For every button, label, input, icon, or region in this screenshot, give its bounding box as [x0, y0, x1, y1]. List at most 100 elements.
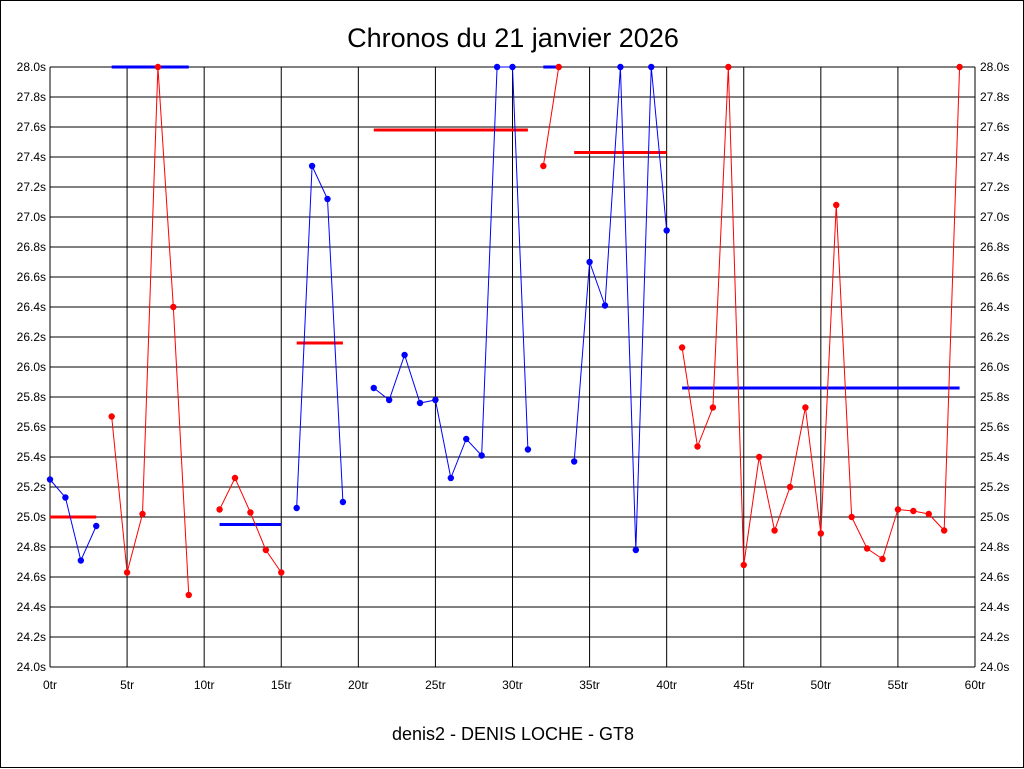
series-line-red [542, 66, 560, 167]
data-point [601, 302, 609, 309]
y-tick-label-right: 25.4s [980, 450, 1009, 464]
y-tick-label-left: 25.4s [17, 450, 46, 464]
y-tick-label-left: 25.0s [17, 510, 46, 524]
grid [49, 66, 976, 668]
data-point [848, 513, 855, 521]
data-point [185, 591, 192, 599]
data-point [308, 162, 316, 170]
data-point [493, 63, 501, 71]
x-tick-label: 35tr [579, 678, 600, 692]
data-point [632, 546, 640, 554]
data-point [509, 63, 516, 71]
data-point [555, 63, 562, 71]
y-tick-label-right: 27.2s [980, 180, 1009, 194]
y-tick-label-right: 27.4s [980, 150, 1009, 164]
y-tick-label-right: 27.0s [980, 210, 1009, 224]
x-tick-label: 10tr [194, 678, 215, 692]
y-tick-label-right: 25.8s [980, 390, 1009, 404]
y-tick-label-left: 27.4s [17, 150, 46, 164]
y-tick-label-right: 24.6s [980, 570, 1009, 584]
data-point [93, 522, 100, 530]
data-point [216, 506, 223, 513]
y-tick-label-right: 26.8s [980, 240, 1009, 254]
data-point [416, 399, 424, 407]
y-tick-label-right: 27.6s [980, 120, 1009, 134]
lap-time-series [46, 63, 963, 599]
data-point [940, 527, 948, 534]
axis-ticks: 0tr 5tr 10tr 15tr 20tr 25tr 30tr 35tr 40tr 45tr 50… [17, 60, 1010, 692]
data-point [123, 569, 131, 576]
y-tick-label-right: 25.6s [980, 420, 1009, 434]
y-tick-label-right: 24.4s [980, 600, 1009, 614]
y-tick-label-right: 27.8s [980, 90, 1009, 104]
x-tick-label: 45tr [733, 678, 754, 692]
data-point [786, 483, 794, 491]
y-tick-label-right: 26.6s [980, 270, 1009, 284]
x-tick-label: 40tr [656, 678, 677, 692]
data-point [278, 569, 285, 576]
y-tick-label-left: 27.8s [17, 90, 46, 104]
data-point [910, 507, 917, 515]
x-tick-label: 50tr [810, 678, 831, 692]
data-point [62, 494, 69, 501]
data-point [694, 443, 701, 450]
data-point [139, 510, 146, 518]
y-tick-label-left: 26.2s [17, 330, 46, 344]
data-point [108, 413, 115, 420]
x-tick-label: 25tr [425, 678, 446, 692]
data-point [154, 63, 162, 71]
data-point [447, 474, 455, 482]
y-tick-label-right: 24.2s [980, 630, 1009, 644]
data-point [247, 509, 254, 516]
data-point [648, 63, 655, 71]
series-line-blue [296, 165, 344, 509]
y-tick-label-right: 25.0s [980, 510, 1009, 524]
y-tick-label-left: 27.6s [17, 120, 46, 134]
data-point [370, 384, 377, 392]
data-point [663, 227, 670, 234]
data-point [863, 545, 871, 552]
data-point [524, 446, 532, 453]
data-point [401, 351, 408, 359]
x-tick-label: 20tr [348, 678, 369, 692]
data-point [956, 63, 963, 71]
data-point [617, 63, 624, 71]
data-point [802, 404, 809, 411]
chart-subtitle: denis2 - DENIS LOCHE - GT8 [392, 724, 634, 744]
y-tick-label-left: 24.4s [17, 600, 46, 614]
data-point [833, 201, 840, 209]
data-point [771, 527, 778, 534]
data-point [385, 396, 393, 404]
y-tick-label-left: 27.2s [17, 180, 46, 194]
data-point [231, 474, 239, 482]
y-tick-label-left: 26.8s [17, 240, 46, 254]
y-tick-label-left: 25.8s [17, 390, 46, 404]
y-tick-label-right: 25.2s [980, 480, 1009, 494]
data-point [170, 303, 177, 311]
data-point [586, 258, 593, 266]
data-point [463, 435, 470, 443]
data-point [678, 344, 686, 351]
y-tick-label-left: 26.4s [17, 300, 46, 314]
data-point [894, 506, 902, 513]
y-tick-label-left: 25.6s [17, 420, 46, 434]
x-tick-label: 15tr [271, 678, 292, 692]
x-tick-label: 55tr [888, 678, 909, 692]
data-point [570, 458, 578, 465]
x-tick-label: 30tr [502, 678, 523, 692]
y-tick-label-left: 24.2s [17, 630, 46, 644]
y-tick-label-right: 28.0s [980, 60, 1009, 74]
data-point [293, 504, 300, 512]
data-point [709, 404, 717, 411]
data-point [478, 452, 485, 459]
data-point [432, 396, 439, 404]
y-tick-label-left: 24.8s [17, 540, 46, 554]
series-line-red [111, 66, 190, 596]
data-point [925, 510, 932, 518]
data-point [740, 561, 747, 569]
y-tick-label-left: 28.0s [17, 60, 46, 74]
y-tick-label-right: 26.0s [980, 360, 1009, 374]
y-tick-label-left: 25.2s [17, 480, 46, 494]
x-tick-label: 5tr [120, 678, 134, 692]
